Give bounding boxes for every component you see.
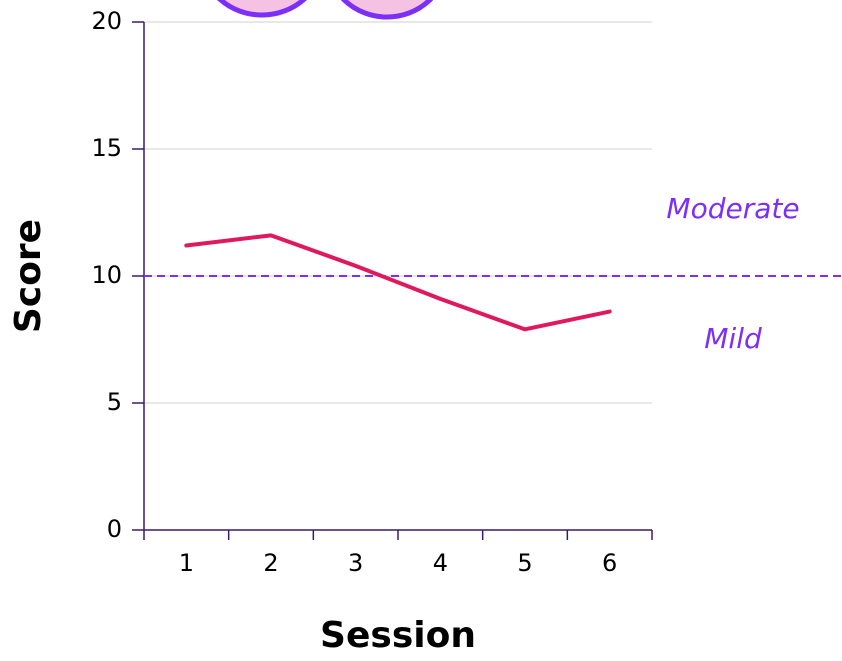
decor-circle xyxy=(327,0,447,17)
x-tick-label: 4 xyxy=(433,549,448,577)
x-tick-label: 3 xyxy=(348,549,363,577)
y-tick-label: 10 xyxy=(91,261,122,289)
y-tick-label: 20 xyxy=(91,7,122,35)
y-tick-label: 15 xyxy=(91,134,122,162)
y-tick-label: 5 xyxy=(107,388,122,416)
zone-label: Mild xyxy=(704,322,762,355)
y-axis-title: Score xyxy=(8,219,49,333)
zone-label: Moderate xyxy=(666,192,799,225)
decor-circle xyxy=(202,0,322,15)
x-tick-label: 1 xyxy=(179,549,194,577)
data-line xyxy=(186,235,609,329)
x-tick-label: 5 xyxy=(517,549,532,577)
x-axis-title: Session xyxy=(320,615,476,656)
y-tick-label: 0 xyxy=(107,515,122,543)
chart: Score Session 0 5 10 15 20 1 2 3 4 5 6 Moderate Mild xyxy=(0,0,842,661)
x-tick-label: 2 xyxy=(263,549,278,577)
page: Score Session 0 5 10 15 20 1 2 3 4 5 6 Moderate Mild… xyxy=(0,0,842,661)
x-tick-label: 6 xyxy=(602,549,617,577)
